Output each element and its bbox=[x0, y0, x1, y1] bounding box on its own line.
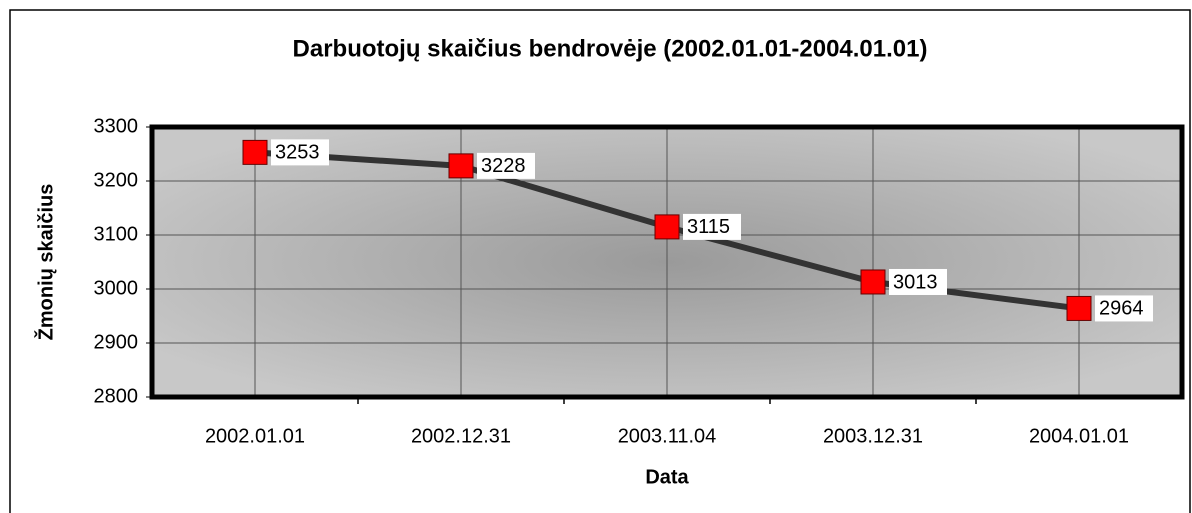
marker bbox=[1066, 295, 1092, 321]
x-tick-label: 2003.11.04 bbox=[618, 425, 717, 447]
data-label: 2964 bbox=[1099, 298, 1144, 320]
y-tick-label: 3100 bbox=[94, 223, 139, 245]
y-tick-label: 2900 bbox=[94, 331, 139, 353]
data-label: 3115 bbox=[687, 216, 730, 238]
marker bbox=[242, 139, 268, 165]
data-label: 3013 bbox=[893, 271, 938, 293]
data-label-box bbox=[1095, 295, 1153, 322]
plot-frame bbox=[149, 124, 1185, 400]
marker bbox=[654, 214, 680, 240]
x-tick-label: 2002.01.01 bbox=[205, 425, 305, 447]
y-tick-label: 2800 bbox=[94, 385, 139, 407]
x-tick-label: 2002.12.31 bbox=[411, 425, 511, 447]
y-axis-label: Žmonių skaičius bbox=[33, 184, 57, 341]
data-label-box bbox=[271, 139, 329, 166]
x-tick-label: 2004.01.01 bbox=[1029, 425, 1129, 447]
y-tick-label: 3300 bbox=[94, 115, 139, 137]
chart-title: Darbuotojų skaičius bendrovėje (2002.01.… bbox=[293, 35, 928, 62]
data-label: 3253 bbox=[275, 142, 320, 164]
x-tick-label: 2003.12.31 bbox=[823, 425, 923, 447]
data-label: 3228 bbox=[481, 155, 526, 177]
y-tick-label: 3000 bbox=[94, 277, 139, 299]
marker bbox=[860, 269, 886, 295]
y-tick-label: 3200 bbox=[94, 169, 139, 191]
x-axis-label: Data bbox=[645, 466, 689, 488]
data-label-box bbox=[477, 152, 535, 179]
data-label-box bbox=[683, 213, 741, 240]
marker bbox=[448, 153, 474, 179]
data-label-box bbox=[889, 268, 947, 295]
